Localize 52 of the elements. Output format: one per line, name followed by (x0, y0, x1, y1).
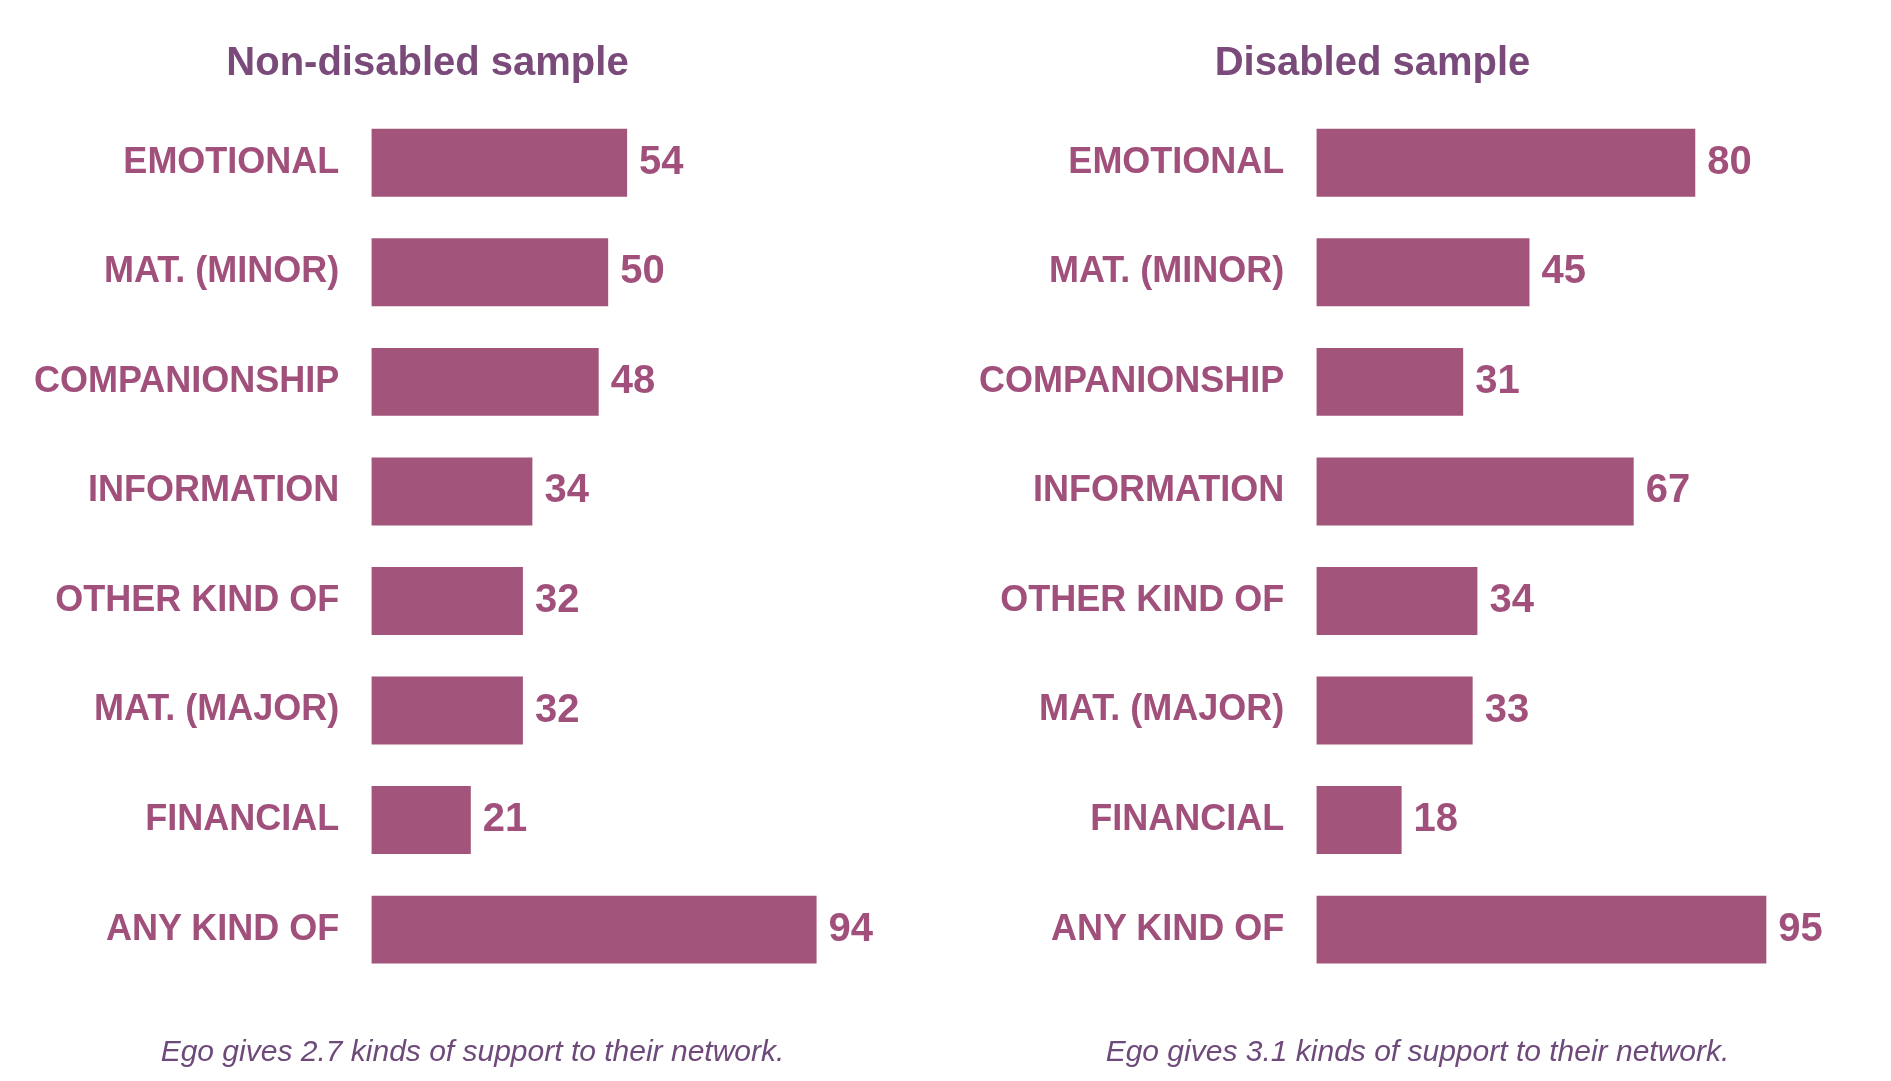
y-tick-label: FINANCIAL (145, 797, 340, 838)
bar (371, 786, 471, 855)
data-label: 34 (544, 466, 590, 511)
data-label: 18 (1413, 795, 1459, 840)
data-label: 45 (1541, 247, 1586, 292)
bar (1316, 786, 1402, 855)
data-label: 67 (1645, 466, 1691, 511)
data-label: 50 (620, 247, 665, 292)
bar (1316, 676, 1473, 745)
y-tick-label: EMOTIONAL (123, 139, 340, 181)
bar (1316, 347, 1464, 416)
chart-title: Non-disabled sample (226, 39, 629, 84)
y-tick-label: MAT. (MINOR) (1049, 249, 1285, 291)
bar (371, 676, 523, 745)
y-tick-label: MAT. (MINOR) (104, 249, 340, 291)
data-label: 48 (610, 356, 656, 401)
data-label: 32 (534, 576, 580, 621)
y-tick-label: COMPANIONSHIP (978, 358, 1285, 400)
data-label: 21 (482, 795, 528, 840)
bar (371, 347, 599, 416)
data-label: 34 (1489, 576, 1535, 621)
text: Ego gives 2.7 kinds of support to their network. (159, 1034, 786, 1068)
bar (1316, 457, 1634, 526)
y-tick-label: EMOTIONAL (1068, 139, 1285, 181)
bar (371, 567, 523, 635)
text: Ego gives 3.1 kinds of support to their network. (1104, 1034, 1731, 1068)
y-tick-label: ANY KIND OF (105, 906, 340, 948)
chart-title: Disabled sample (1214, 39, 1531, 84)
bar (371, 895, 817, 964)
bar (371, 457, 533, 526)
bar (371, 238, 609, 307)
data-label: 32 (534, 685, 580, 730)
y-tick-label: MAT. (MAJOR) (1039, 687, 1285, 729)
y-tick-label: OTHER KIND OF (1000, 577, 1285, 619)
y-tick-label: FINANCIAL (1090, 797, 1285, 838)
data-label: 80 (1707, 137, 1752, 182)
data-label: 33 (1484, 685, 1530, 730)
bar (1316, 567, 1478, 635)
bar (1316, 238, 1530, 307)
data-label: 95 (1778, 904, 1823, 949)
bar (1316, 895, 1767, 964)
y-tick-label: INFORMATION (1033, 468, 1285, 510)
y-tick-label: MAT. (MAJOR) (94, 687, 340, 729)
bar (371, 128, 628, 197)
y-tick-label: COMPANIONSHIP (33, 358, 340, 400)
data-label: 54 (639, 137, 685, 182)
y-tick-label: INFORMATION (88, 468, 340, 510)
data-label: 94 (828, 904, 874, 949)
bar (1316, 128, 1696, 197)
data-label: 31 (1475, 356, 1520, 401)
y-tick-label: OTHER KIND OF (55, 577, 340, 619)
y-tick-label: ANY KIND OF (1050, 906, 1285, 948)
